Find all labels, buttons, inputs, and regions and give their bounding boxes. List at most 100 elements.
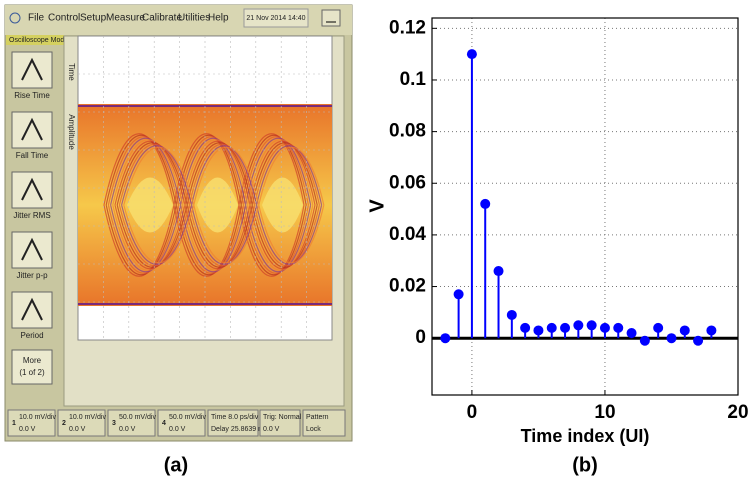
channel-box[interactable]	[7, 409, 56, 437]
y-tick-label: 0	[415, 327, 426, 348]
button-label: Jitter RMS	[13, 211, 50, 220]
button-icon	[21, 237, 43, 261]
button-label: Fall Time	[16, 151, 49, 160]
stem-marker	[639, 335, 650, 346]
stem-marker	[626, 328, 637, 339]
measure-buttons: Rise Time Fall Time Jitter RMS Jitter p-p Pe…	[11, 51, 53, 340]
menu-calibrate[interactable]: Calibrate	[142, 13, 182, 24]
channel-box[interactable]	[107, 409, 156, 437]
button-label: Rise Time	[14, 91, 50, 100]
stem-marker	[613, 322, 624, 333]
eye-trace	[112, 139, 314, 271]
button-icon	[21, 177, 43, 201]
channel-box[interactable]	[57, 409, 106, 437]
menu-setup[interactable]: Setup	[80, 13, 107, 24]
y-tick-label: 0.08	[389, 121, 426, 142]
more-page: (1 of 2)	[19, 368, 45, 377]
channel-offset: 0.0 V	[169, 426, 186, 433]
trigger-text: 0.0 V	[263, 426, 280, 433]
eye-trace	[118, 143, 320, 267]
stem-marker	[599, 322, 610, 333]
stem-marker	[533, 325, 544, 336]
measure-button[interactable]	[11, 291, 53, 329]
channel-id: 4	[162, 420, 166, 427]
button-icon	[21, 117, 43, 141]
date-time: 21 Nov 2014 14:40	[246, 15, 305, 22]
x-tick-label: 20	[727, 402, 748, 423]
menu-measure[interactable]: Measure	[106, 13, 145, 24]
eye-trace	[123, 146, 325, 264]
y-tick-label: 0.02	[389, 276, 426, 297]
y-tick-label: 0.1	[400, 69, 427, 90]
mode-badge	[6, 35, 64, 45]
y-tick-label: 0.12	[389, 17, 426, 38]
measure-button[interactable]	[11, 171, 53, 209]
channel-id: 2	[62, 420, 66, 427]
eye-opening	[127, 177, 173, 233]
button-label: Period	[20, 331, 43, 340]
channel-offset: 0.0 V	[19, 426, 36, 433]
measure-button[interactable]	[11, 231, 53, 269]
x-axis-title: Time index (UI)	[521, 426, 650, 446]
caption-a: (a)	[164, 454, 188, 476]
stem-marker	[666, 333, 677, 344]
stem-marker	[706, 325, 717, 336]
screen-grid	[78, 36, 332, 340]
stem-marker	[506, 309, 517, 320]
more-label: More	[23, 356, 42, 365]
app-icon	[9, 12, 21, 24]
tab-time[interactable]: Time	[67, 63, 76, 81]
stem-marker	[679, 325, 690, 336]
y-tick-label: 0.06	[389, 172, 426, 193]
channel-id: 3	[112, 420, 116, 427]
stem-marker	[693, 335, 704, 346]
eye-trace	[116, 142, 318, 268]
stem-marker	[586, 320, 597, 331]
stem-marker	[560, 322, 571, 333]
pattern-text: Pattern	[306, 414, 329, 421]
button-label: Jitter p-p	[16, 271, 48, 280]
channel-scale: 10.0 mV/div	[19, 414, 56, 421]
menu-file[interactable]: File	[28, 13, 45, 24]
eye-trace	[114, 140, 316, 270]
channel-id: 1	[12, 420, 16, 427]
x-tick-label: 0	[467, 402, 478, 423]
timebase-text: Delay 25.8639 ns	[211, 426, 266, 433]
more-button[interactable]	[11, 349, 53, 385]
measure-button[interactable]	[11, 111, 53, 149]
tab-amplitude[interactable]: Amplitude	[67, 114, 76, 150]
channel-offset: 0.0 V	[69, 426, 86, 433]
stem-chart: V Time index (UI) 0 0.02 0.04 0.06 0.08 0.1 0.…	[366, 17, 748, 445]
stem-marker	[493, 266, 504, 277]
stem-marker	[653, 322, 664, 333]
plot-border	[431, 17, 739, 396]
pattern-text: Lock	[306, 426, 321, 433]
stem-marker	[480, 198, 491, 209]
menu-utilities[interactable]: Utilities	[178, 13, 210, 24]
eye-opening	[197, 177, 238, 233]
stem-marker	[546, 322, 557, 333]
channel-scale: 10.0 mV/div	[69, 414, 106, 421]
pattern-box[interactable]	[302, 409, 346, 437]
trigger-box[interactable]	[259, 409, 301, 437]
menu-help[interactable]: Help	[208, 13, 229, 24]
channel-offset: 0.0 V	[119, 426, 136, 433]
eye-trace	[110, 137, 312, 273]
stem-marker	[466, 49, 477, 60]
menu-control[interactable]: Control	[48, 13, 80, 24]
eye-trace	[105, 134, 307, 276]
eye-trace	[107, 136, 309, 274]
button-icon	[21, 297, 43, 321]
trigger-text: Trig: Normal	[263, 414, 302, 421]
y-tick-label: 0.04	[389, 224, 426, 245]
minimize-button[interactable]	[321, 9, 341, 27]
timebase-box[interactable]	[207, 409, 259, 437]
measure-button[interactable]	[11, 51, 53, 89]
timebase-text: Time 8.0 ps/div	[211, 414, 259, 421]
stem-marker	[520, 322, 531, 333]
eye-trace	[103, 133, 305, 277]
channel-box[interactable]	[157, 409, 206, 437]
eye-opening	[262, 177, 303, 233]
date-box	[243, 8, 309, 28]
